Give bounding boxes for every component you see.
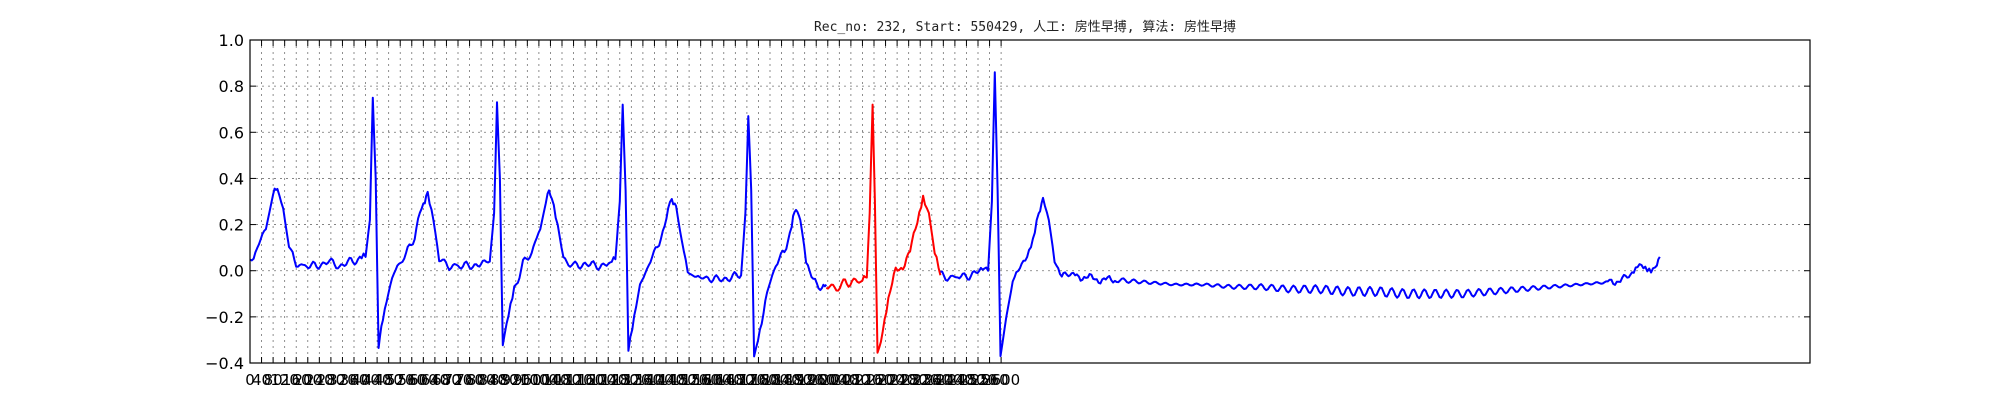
x-tick-label: 1600 — [693, 371, 731, 389]
x-tick-label: 200 — [293, 371, 322, 389]
x-tick-label: 1520 — [670, 371, 708, 389]
x-tick-label: 1120 — [554, 371, 592, 389]
x-tick-label: 1480 — [658, 371, 696, 389]
x-tick-label: 2400 — [924, 371, 962, 389]
y-tick-label: 0.8 — [219, 77, 244, 96]
x-tick-label: 520 — [386, 371, 415, 389]
x-tick-label: 440 — [363, 371, 392, 389]
x-tick-label: 40 — [252, 371, 271, 389]
x-tick-label: 2280 — [890, 371, 928, 389]
x-tick-label: 1080 — [543, 371, 581, 389]
x-tick-label: 480 — [374, 371, 403, 389]
x-tick-label: 1440 — [647, 371, 685, 389]
x-tick-label: 1960 — [797, 371, 835, 389]
x-tick-label: 1400 — [635, 371, 673, 389]
x-tick-label: 240 — [305, 371, 334, 389]
x-tick-label: 1880 — [774, 371, 812, 389]
x-tick-label: 2120 — [843, 371, 881, 389]
x-tick-label: 2480 — [947, 371, 985, 389]
x-tick-label: 360 — [340, 371, 369, 389]
x-tick-label: 720 — [444, 371, 473, 389]
x-tick-label: 1000 — [520, 371, 558, 389]
x-tick-label: 600 — [409, 371, 438, 389]
x-tick-label: 1280 — [601, 371, 639, 389]
y-tick-label: 0.0 — [219, 262, 244, 281]
y-axis: −0.4 −0.2 0.0 0.2 0.4 0.6 0.8 1.0 — [205, 31, 1810, 373]
x-tick-label: 2520 — [959, 371, 997, 389]
x-tick-label: 1800 — [751, 371, 789, 389]
x-axis: 0408012016020024028032036040044048052056… — [245, 40, 1020, 389]
x-tick-label: 800 — [467, 371, 496, 389]
chart-title: Rec_no: 232, Start: 550429, 人工: 房性早搏, 算法… — [814, 19, 1236, 35]
x-tick-label: 1720 — [728, 371, 766, 389]
x-tick-label: 0 — [245, 371, 255, 389]
y-tick-label: 1.0 — [219, 31, 244, 50]
x-tick-label: 1360 — [624, 371, 662, 389]
x-tick-label: 1640 — [705, 371, 743, 389]
y-tick-label: 0.4 — [219, 169, 244, 188]
x-tick-label: 80 — [264, 371, 283, 389]
x-tick-label: 2080 — [832, 371, 870, 389]
x-tick-label: 840 — [478, 371, 507, 389]
x-tick-label: 2160 — [855, 371, 893, 389]
x-tick-label: 560 — [397, 371, 426, 389]
x-tick-label: 2240 — [878, 371, 916, 389]
x-tick-label: 120 — [270, 371, 299, 389]
x-tick-label: 2320 — [901, 371, 939, 389]
x-tick-label: 960 — [513, 371, 542, 389]
grid — [250, 40, 1810, 363]
x-tick-label: 1240 — [589, 371, 627, 389]
x-tick-label: 640 — [421, 371, 450, 389]
x-tick-label: 920 — [501, 371, 530, 389]
x-tick-label: 880 — [490, 371, 519, 389]
plot-frame — [249, 39, 1811, 364]
y-tick-label: 0.2 — [219, 216, 244, 235]
x-tick-label: 2000 — [809, 371, 847, 389]
ecg-series-line-3 — [940, 71, 1661, 358]
x-tick-label: 1680 — [716, 371, 754, 389]
x-tick-label: 160 — [282, 371, 311, 389]
x-tick-label: 1760 — [739, 371, 777, 389]
x-tick-label: 1200 — [578, 371, 616, 389]
x-tick-label: 400 — [351, 371, 380, 389]
series-layer — [249, 71, 1661, 358]
x-tick-label: 2600 — [982, 371, 1020, 389]
x-tick-label: 2200 — [866, 371, 904, 389]
x-tick-label: 1320 — [612, 371, 650, 389]
x-tick-label: 2560 — [970, 371, 1008, 389]
y-tick-label: −0.2 — [205, 308, 244, 327]
x-tick-label: 1840 — [762, 371, 800, 389]
ecg-series-line-2 — [825, 103, 942, 354]
y-tick-label: 0.6 — [219, 123, 244, 142]
x-tick-label: 680 — [432, 371, 461, 389]
x-tick-label: 1160 — [566, 371, 604, 389]
y-tick-label: −0.4 — [205, 354, 244, 373]
x-tick-label: 2360 — [913, 371, 951, 389]
x-tick-label: 320 — [328, 371, 357, 389]
x-tick-label: 2440 — [936, 371, 974, 389]
ecg-series-line-1 — [249, 96, 828, 358]
x-tick-label: 2040 — [820, 371, 858, 389]
x-tick-label: 1040 — [531, 371, 569, 389]
x-tick-label: 1560 — [682, 371, 720, 389]
x-tick-label: 760 — [455, 371, 484, 389]
x-tick-label: 1920 — [786, 371, 824, 389]
x-tick-label: 280 — [317, 371, 346, 389]
